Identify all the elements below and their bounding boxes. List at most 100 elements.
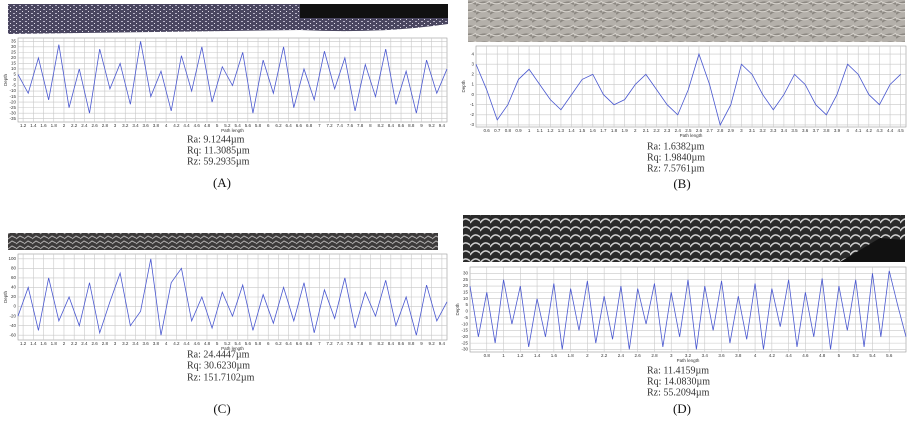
- x-tick-label: 3.6: [802, 128, 809, 133]
- x-tick-label: 2.4: [81, 123, 88, 128]
- x-tick-label: 2.6: [696, 128, 703, 133]
- x-tick-label: 4: [754, 353, 757, 358]
- x-tick-label: 3.8: [153, 341, 160, 346]
- x-tick-label: 2.8: [102, 341, 109, 346]
- y-axis-label: Depth: [461, 80, 466, 93]
- x-tick-label: 2.9: [728, 128, 735, 133]
- x-tick-label: 3: [114, 123, 117, 128]
- y-tick-label: 2: [471, 72, 474, 77]
- x-tick-label: 9: [420, 123, 423, 128]
- roughness-value: Rz: 55.2094µm: [647, 387, 710, 398]
- x-axis-label: Path length: [677, 358, 700, 363]
- x-tick-label: 4.5: [898, 128, 905, 133]
- x-tick-label: 8: [369, 123, 372, 128]
- x-tick-label: 3.6: [143, 123, 150, 128]
- y-tick-label: 40: [11, 285, 17, 290]
- x-tick-label: 8.6: [398, 123, 405, 128]
- x-tick-label: 6.2: [275, 341, 282, 346]
- x-tick-label: 1.7: [600, 128, 607, 133]
- x-tick-label: 7.8: [357, 123, 364, 128]
- x-tick-label: 4.4: [183, 123, 190, 128]
- x-tick-label: 3.2: [685, 353, 692, 358]
- x-tick-label: 6.4: [286, 123, 293, 128]
- y-tick-label: 15: [11, 61, 17, 66]
- y-tick-label: 1: [471, 82, 474, 87]
- profile-line: [17, 258, 448, 336]
- y-tick-label: 20: [11, 55, 17, 60]
- x-tick-label: 7.2: [326, 341, 333, 346]
- x-tick-label: 8.4: [388, 123, 395, 128]
- x-tick-label: 5.2: [224, 341, 231, 346]
- x-tick-label: 2.4: [675, 128, 682, 133]
- y-tick-label: -5: [12, 83, 16, 88]
- roughness-value: Ra: 11.4159µm: [647, 365, 709, 376]
- y-tick-label: 10: [11, 66, 17, 71]
- roughness-value: Rq: 30.6230µm: [187, 360, 250, 371]
- x-tick-label: 0.7: [494, 128, 501, 133]
- x-tick-label: 4.2: [769, 353, 776, 358]
- x-tick-label: 3: [740, 128, 743, 133]
- y-axis-label: Depth: [455, 303, 460, 316]
- roughness-value: Rz: 59.2935µm: [187, 156, 250, 167]
- x-tick-label: 0.9: [515, 128, 522, 133]
- x-tick-label: 0.8: [505, 128, 512, 133]
- x-tick-label: 1.6: [551, 353, 558, 358]
- x-tick-label: 6: [267, 123, 270, 128]
- y-tick-label: -35: [9, 116, 16, 121]
- profile-line: [469, 270, 907, 350]
- panel-label: (C): [213, 401, 230, 416]
- x-tick-label: 4.4: [183, 341, 190, 346]
- y-tick-label: 25: [11, 50, 17, 55]
- x-tick-label: 1.9: [622, 128, 629, 133]
- x-tick-label: 5.4: [234, 341, 241, 346]
- x-tick-label: 2.6: [635, 353, 642, 358]
- y-tick-label: -3: [470, 122, 474, 127]
- x-tick-label: 2.8: [651, 353, 658, 358]
- x-tick-label: 8.8: [408, 341, 415, 346]
- x-tick-label: 3.9: [834, 128, 841, 133]
- y-tick-label: -30: [9, 110, 16, 115]
- y-tick-label: 5: [465, 302, 468, 307]
- x-tick-label: 6.6: [296, 341, 303, 346]
- x-tick-label: 2: [63, 341, 66, 346]
- x-tick-label: 2.7: [706, 128, 713, 133]
- plot-area: [475, 45, 907, 128]
- x-tick-label: 1.6: [40, 341, 47, 346]
- x-tick-label: 5.6: [245, 123, 252, 128]
- x-axis-label: Path length: [221, 346, 244, 351]
- profile-line: [17, 41, 448, 114]
- y-tick-label: -10: [9, 88, 16, 93]
- roughness-value: Rq: 1.9840µm: [647, 152, 705, 163]
- x-tick-label: 2.3: [664, 128, 671, 133]
- x-tick-label: 8.2: [377, 341, 384, 346]
- x-tick-label: 4.4: [785, 353, 792, 358]
- x-tick-label: 2.2: [71, 341, 78, 346]
- x-tick-label: 9.2: [429, 123, 436, 128]
- x-tick-label: 4.8: [819, 353, 826, 358]
- x-tick-label: 3.4: [132, 123, 139, 128]
- x-tick-label: 3.1: [749, 128, 756, 133]
- y-tick-label: 0: [465, 309, 468, 314]
- roughness-value: Rz: 7.5761µm: [647, 163, 705, 174]
- x-tick-label: 7.8: [357, 341, 364, 346]
- x-tick-label: 4.8: [204, 123, 211, 128]
- y-tick-label: 25: [463, 277, 469, 282]
- y-tick-label: -40: [9, 323, 16, 328]
- y-axis-label: Depth: [3, 74, 8, 87]
- x-tick-label: 4: [165, 341, 168, 346]
- x-tick-label: 4.6: [194, 123, 201, 128]
- x-tick-label: 8.6: [398, 341, 405, 346]
- x-tick-label: 9: [420, 341, 423, 346]
- y-tick-label: -10: [461, 321, 468, 326]
- x-tick-label: 1.8: [567, 353, 574, 358]
- x-tick-label: 4.1: [855, 128, 862, 133]
- y-tick-label: 20: [11, 294, 17, 299]
- x-tick-label: 5.2: [853, 353, 860, 358]
- y-tick-label: -20: [9, 313, 16, 318]
- x-tick-label: 9.4: [439, 123, 446, 128]
- x-tick-label: 3.8: [823, 128, 830, 133]
- x-tick-label: 5.4: [869, 353, 876, 358]
- x-tick-label: 8.8: [408, 123, 415, 128]
- x-tick-label: 7.6: [347, 123, 354, 128]
- y-tick-label: 10: [463, 296, 469, 301]
